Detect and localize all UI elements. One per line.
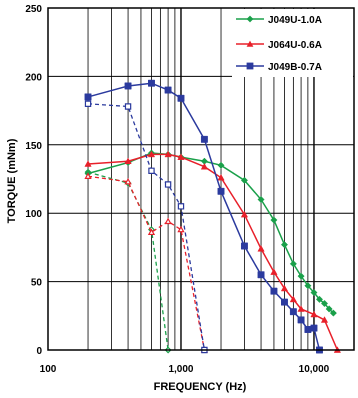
legend-item-2: J049B-0.7A [236, 62, 322, 73]
legend-label-2: J049B-0.7A [268, 62, 322, 73]
series-0-point [257, 195, 265, 204]
series-1-point [177, 153, 185, 160]
series-2-point [297, 316, 305, 324]
tick-labels: 0 50 100 150 200 250 100 1,000 10,000 [25, 4, 329, 375]
series-0-point [297, 272, 305, 280]
series-1-point [200, 162, 209, 170]
series-1-point [217, 173, 225, 181]
series-1-dashed-point [177, 225, 185, 233]
x-axis-title: FREQUENCY (Hz) [154, 381, 247, 393]
series-0-point [280, 241, 289, 249]
series-2-point [257, 271, 265, 279]
series-1-point [310, 310, 318, 318]
y-tick-label: 0 [36, 346, 42, 357]
legend-label-1: J064U-0.6A [268, 40, 322, 51]
series-2-point [84, 93, 92, 101]
series-2 [84, 79, 323, 354]
series-1-point [297, 305, 305, 312]
series-2-point [289, 308, 297, 316]
series-2-point [281, 298, 288, 306]
series-1-point [289, 295, 297, 303]
series-1-dashed-point [124, 177, 132, 185]
series-2-point [164, 86, 172, 94]
series-2-point [217, 187, 225, 195]
series-2-dashed-point [177, 203, 185, 210]
legend-label-0: J049U-1.0A [268, 15, 322, 26]
series-1-dashed-point [147, 228, 156, 236]
y-tick-label: 100 [25, 209, 42, 220]
series-2-point [148, 79, 155, 87]
series-1 [84, 150, 342, 353]
series-2-dashed-point [124, 103, 132, 110]
legend-item-0: J049U-1.0A [236, 15, 322, 26]
series-1-point [280, 284, 289, 292]
series-0-point [217, 161, 225, 169]
series-1-dashed-line [87, 175, 206, 351]
series-0-point [310, 288, 318, 297]
series-1-point [147, 150, 156, 158]
series-1-point [270, 268, 278, 275]
series-1-dashed-point [164, 217, 172, 225]
legend-item-1: J064U-0.6A [236, 40, 322, 51]
series-0-dashed-line [87, 171, 169, 351]
series-2-point [177, 94, 185, 102]
series-0-point [240, 176, 248, 184]
series-0-point [289, 260, 297, 268]
series-layer [84, 79, 342, 354]
series-1-point [164, 150, 172, 158]
series-1-line [87, 153, 339, 351]
series-2-dashed-point [164, 181, 172, 188]
legend-marker-0 [246, 15, 254, 23]
legend-marker-2 [246, 62, 254, 70]
series-2-point [270, 287, 278, 295]
series-2-point [200, 135, 208, 143]
series-0-point [315, 295, 324, 303]
series-0-line [87, 152, 334, 314]
series-2-dashed-line [87, 103, 206, 351]
series-2-point [124, 82, 132, 90]
y-axis-title: TORQUE (mNm) [6, 138, 18, 223]
plot-frame [47, 7, 355, 351]
series-2-line [87, 82, 321, 351]
series-0-point [270, 216, 278, 224]
series-0-point [320, 299, 329, 308]
y-tick-label: 200 [25, 72, 42, 83]
series-2-dashed-point [148, 167, 155, 174]
x-tick-label: 1,000 [168, 364, 193, 375]
series-1-dashed-point [84, 172, 92, 179]
x-tick-label: 10,000 [299, 364, 330, 375]
series-2-point [310, 324, 318, 332]
series-0-point [304, 282, 312, 290]
series-2-point [304, 326, 312, 333]
series-1-point [320, 316, 329, 323]
series-2-dashed-point [84, 100, 92, 107]
legend: J049U-1.0A J064U-0.6A J049B-0.7A [232, 9, 353, 77]
series-1-point [84, 160, 92, 167]
series-1-point [124, 157, 132, 165]
series-0-point [329, 309, 337, 317]
y-tick-label: 150 [25, 141, 42, 152]
x-tick-label: 100 [40, 364, 57, 375]
y-tick-label: 250 [25, 4, 42, 15]
legend-marker-1 [246, 40, 254, 47]
series-0-point [325, 305, 333, 313]
y-tick-label: 50 [31, 278, 43, 289]
series-2-point [240, 242, 248, 250]
series-1-point [257, 245, 265, 252]
series-1-point [240, 210, 249, 218]
